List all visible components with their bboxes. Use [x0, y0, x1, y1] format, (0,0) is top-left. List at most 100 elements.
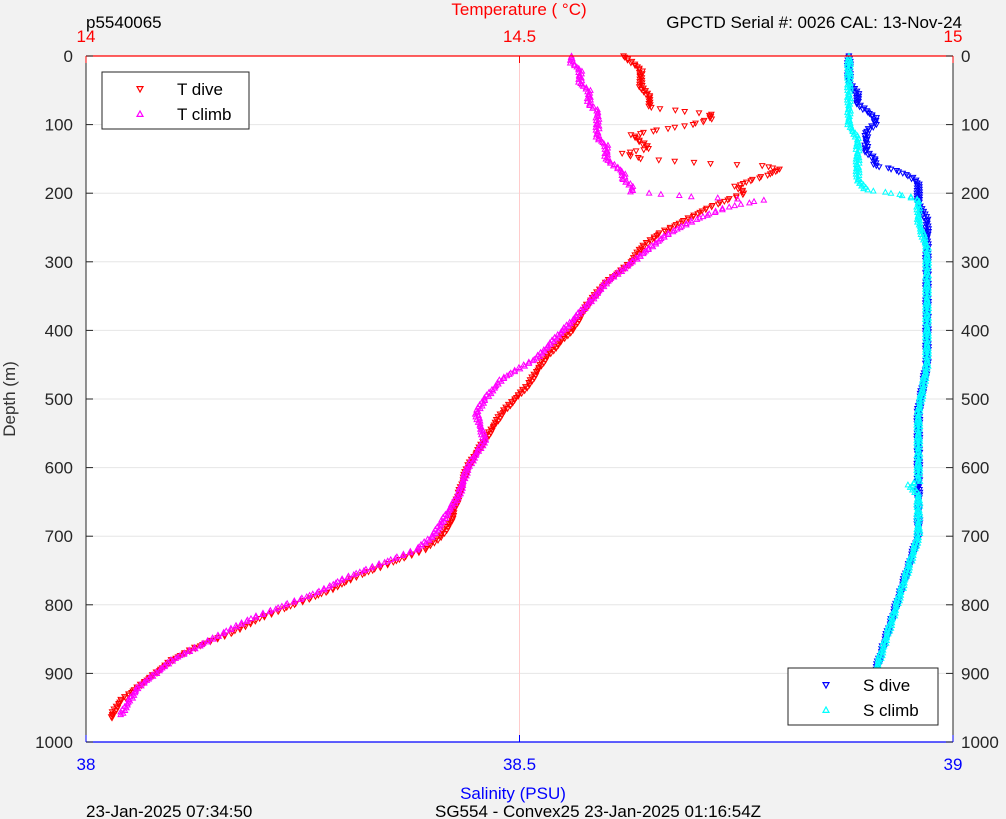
- serial-info: GPCTD Serial #: 0026 CAL: 13-Nov-24: [666, 13, 962, 32]
- data-point: [921, 303, 929, 310]
- data-point: [922, 255, 930, 262]
- data-point: [583, 302, 591, 309]
- data-point: [588, 297, 596, 305]
- data-point: [108, 715, 116, 722]
- data-point: [720, 198, 728, 206]
- data-point: [853, 177, 861, 184]
- data-point: [852, 167, 860, 174]
- data-point: [579, 307, 587, 314]
- data-point: [922, 328, 930, 335]
- data-point: [913, 436, 921, 443]
- data-point: [925, 350, 933, 357]
- data-point: [579, 82, 587, 89]
- data-point: [897, 591, 905, 598]
- data-point: [196, 642, 204, 649]
- data-point: [847, 94, 855, 102]
- data-point: [921, 260, 929, 268]
- data-point: [387, 555, 395, 563]
- data-point: [117, 708, 125, 715]
- data-point: [925, 244, 933, 251]
- data-point: [681, 108, 689, 116]
- data-point: [765, 164, 773, 171]
- data-point: [575, 75, 583, 82]
- data-point: [718, 206, 726, 213]
- data-point: [470, 457, 477, 464]
- data-point: [161, 662, 169, 670]
- data-point: [921, 348, 929, 355]
- data-point: [922, 372, 930, 379]
- data-point: [186, 647, 194, 655]
- data-point: [849, 126, 857, 133]
- data-point: [478, 402, 486, 409]
- data-point: [360, 566, 368, 574]
- data-point: [384, 557, 392, 564]
- data-point: [921, 330, 929, 338]
- data-point: [852, 142, 860, 150]
- data-point: [682, 219, 690, 226]
- data-point: [893, 167, 901, 175]
- data-point: [904, 481, 912, 488]
- data-point: [864, 186, 872, 193]
- data-point: [764, 172, 772, 179]
- data-point: [453, 496, 461, 504]
- data-point: [921, 315, 929, 323]
- data-point: [645, 146, 653, 153]
- data-point: [595, 122, 603, 129]
- data-point: [204, 638, 212, 645]
- legend-label: T climb: [177, 105, 231, 124]
- data-point: [887, 189, 895, 196]
- data-point: [661, 229, 669, 236]
- legend-marker: [135, 86, 145, 94]
- data-point: [587, 96, 595, 103]
- data-point: [219, 629, 227, 637]
- data-point: [432, 529, 440, 537]
- data-point: [169, 657, 177, 664]
- legend-marker: [821, 705, 831, 713]
- data-point: [855, 166, 863, 173]
- legend-marker: [135, 109, 145, 117]
- data-point: [368, 564, 376, 571]
- data-point: [583, 94, 591, 102]
- bottom-tick-label: 38: [77, 755, 96, 774]
- data-point: [906, 483, 914, 490]
- data-point: [332, 579, 340, 586]
- data-point: [306, 591, 314, 598]
- data-point: [619, 175, 627, 183]
- data-point: [692, 120, 700, 127]
- data-point: [773, 167, 781, 175]
- data-point: [338, 575, 346, 582]
- data-point: [887, 166, 895, 173]
- data-point: [919, 389, 927, 397]
- data-point: [913, 203, 921, 210]
- data-point: [881, 188, 889, 195]
- data-point: [875, 164, 883, 171]
- data-point: [847, 70, 855, 77]
- data-point: [350, 570, 358, 578]
- data-point: [485, 392, 493, 399]
- data-point: [844, 68, 851, 76]
- data-point: [747, 178, 755, 185]
- data-point: [708, 116, 716, 123]
- right-tick-label: 100: [961, 116, 989, 135]
- data-point: [592, 292, 600, 299]
- legend-salinity: S dive S climb: [787, 667, 939, 726]
- footer-mission-info: SG554 - Convex25 23-Jan-2025 01:16:54Z: [435, 802, 761, 819]
- data-point: [575, 66, 582, 73]
- data-point: [392, 554, 399, 561]
- data-point: [906, 564, 914, 571]
- data-point: [925, 302, 933, 309]
- data-point: [633, 255, 641, 262]
- data-point: [695, 110, 703, 117]
- data-point: [855, 144, 863, 151]
- data-point: [215, 632, 223, 639]
- data-point: [566, 56, 574, 63]
- data-point: [666, 224, 674, 232]
- data-point: [925, 304, 933, 312]
- data-point: [129, 694, 137, 701]
- data-point: [852, 164, 860, 172]
- data-point: [570, 61, 578, 69]
- data-point: [156, 667, 163, 674]
- data-point: [916, 462, 924, 469]
- data-point: [503, 372, 511, 379]
- data-point: [604, 156, 612, 163]
